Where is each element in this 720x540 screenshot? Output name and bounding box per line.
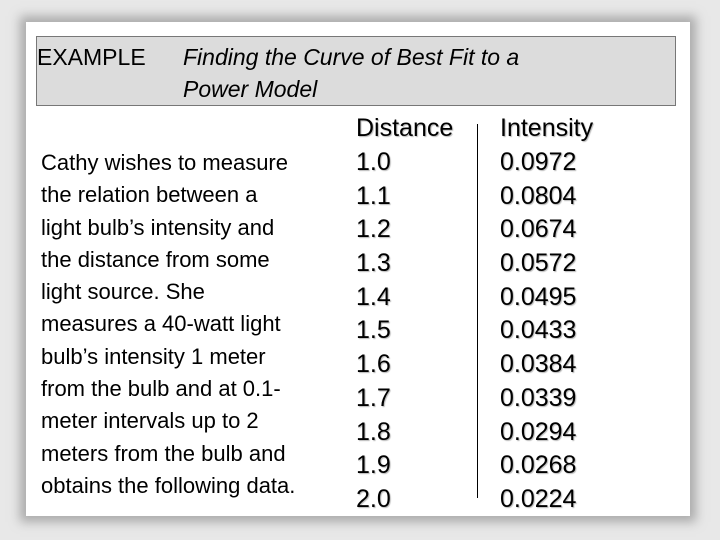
description-text: Cathy wishes to measure the relation betw… bbox=[41, 147, 361, 502]
distance-cell: 1.3 bbox=[356, 249, 391, 278]
distance-cell: 1.0 bbox=[356, 148, 391, 176]
description-line: measures a 40-watt light bbox=[41, 311, 281, 337]
intensity-cell: 0.0384 bbox=[500, 350, 577, 379]
description-line: meters from the bulb and bbox=[41, 440, 286, 466]
title-line-1: Finding the Curve of Best Fit to a bbox=[183, 44, 520, 70]
description-line: from the bulb and at 0.1- bbox=[41, 376, 281, 402]
distance-cell: 1.4 bbox=[356, 282, 391, 311]
intensity-cell: 0.0495 bbox=[500, 282, 577, 311]
intensity-cell: 0.0294 bbox=[500, 417, 577, 446]
intensity-cell: 0.0224 bbox=[500, 484, 577, 513]
title-prefix: EXAMPLE bbox=[37, 44, 146, 70]
description-line: Cathy wishes to measure bbox=[41, 150, 288, 175]
intensity-cell: 0.0674 bbox=[500, 215, 577, 244]
intensity-cell: 0.0433 bbox=[500, 316, 577, 345]
distance-cell: 1.7 bbox=[356, 383, 391, 412]
distance-cell: 1.2 bbox=[356, 215, 391, 244]
description-line: the relation between a bbox=[41, 182, 258, 208]
distance-cell: 1.1 bbox=[356, 181, 391, 210]
distance-cell: 1.6 bbox=[356, 350, 391, 379]
column-divider bbox=[477, 124, 478, 498]
distance-cell: 1.8 bbox=[356, 417, 391, 446]
description-line: the distance from some bbox=[41, 246, 270, 272]
title-box: EXAMPLE Finding the Curve of Best Fit to… bbox=[36, 36, 676, 106]
description-line: bulb’s intensity 1 meter bbox=[41, 343, 266, 369]
description-line: meter intervals up to 2 bbox=[41, 408, 259, 434]
description-line: light source. She bbox=[41, 279, 205, 305]
intensity-cell: 0.0339 bbox=[500, 383, 577, 412]
distance-header: Distance bbox=[356, 114, 454, 142]
description-line: light bulb’s intensity and bbox=[41, 214, 275, 240]
intensity-header: Intensity bbox=[500, 114, 594, 142]
distance-cell: 2.0 bbox=[356, 484, 391, 513]
intensity-cell: 0.0804 bbox=[500, 181, 577, 210]
intensity-cell: 0.0972 bbox=[500, 148, 577, 176]
title-line-2: Power Model bbox=[183, 76, 318, 102]
intensity-column: Intensity 0.0972 0.0804 0.0674 0.0572 0.0495… bbox=[500, 110, 593, 517]
description-line: obtains the following data. bbox=[41, 472, 296, 498]
intensity-cell: 0.0572 bbox=[500, 249, 577, 278]
intensity-cell: 0.0268 bbox=[500, 451, 577, 480]
distance-cell: 1.5 bbox=[356, 316, 391, 345]
distance-column: Distance 1.0 1.1 1.2 1.3 1.4 1.5 1.6 1.7 1.8 1.9 2… bbox=[356, 110, 453, 517]
slide: EXAMPLE Finding the Curve of Best Fit to… bbox=[26, 22, 690, 516]
distance-cell: 1.9 bbox=[356, 451, 391, 480]
